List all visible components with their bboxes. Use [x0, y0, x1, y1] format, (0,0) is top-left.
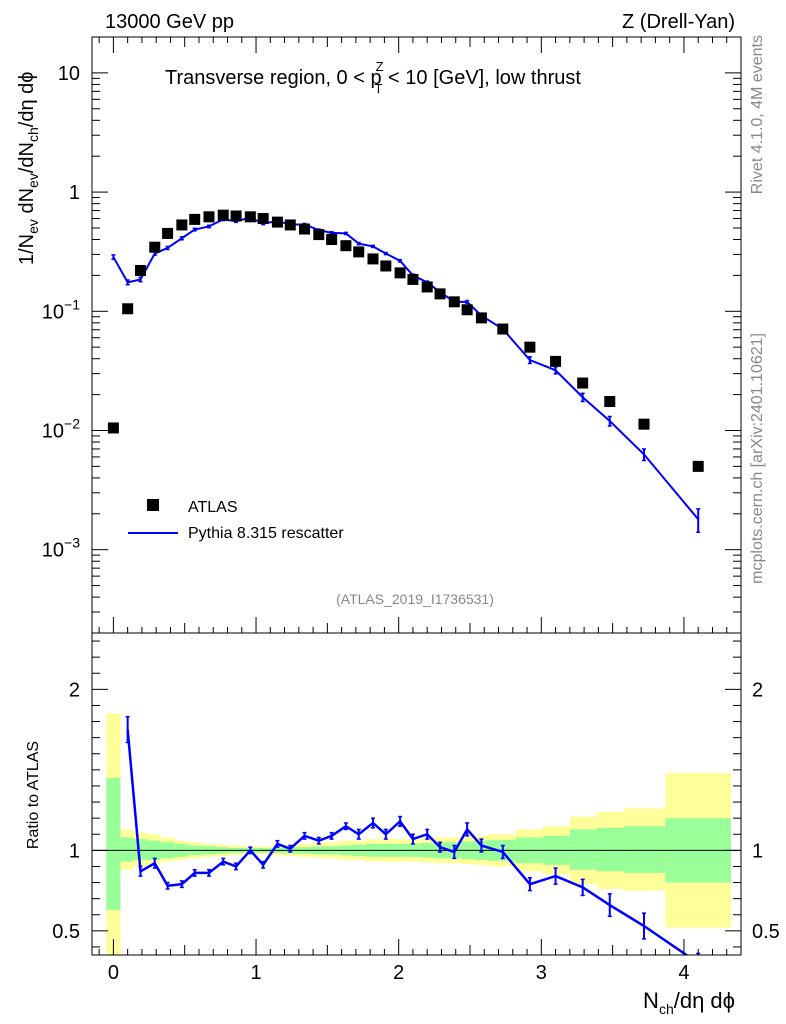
x-axis-label: Nch/dη dϕ	[643, 988, 735, 1017]
main-y-tick-labels: 10 1 10−1 10−2 10−3	[42, 63, 80, 562]
header-right: Z (Drell-Yan)	[622, 11, 735, 33]
data-point	[299, 223, 311, 235]
analysis-id: (ATLAS_2019_I1736531)	[336, 591, 494, 607]
data-point	[107, 422, 119, 434]
data-point	[134, 264, 146, 276]
main-frame	[91, 36, 742, 634]
data-series	[107, 209, 704, 472]
y-tick-label: 1	[69, 182, 80, 204]
data-point	[313, 229, 325, 241]
data-point	[203, 211, 215, 223]
ratio-green-band	[106, 777, 121, 910]
data-point	[524, 341, 536, 353]
ratio-tick-label-right: 1	[752, 840, 763, 862]
data-point	[230, 210, 242, 222]
data-point	[162, 227, 174, 239]
data-point	[475, 312, 487, 324]
ratio-frame	[91, 632, 742, 956]
data-point	[271, 216, 283, 228]
y-tick-label: 10−3	[42, 535, 80, 562]
x-tick-label: 3	[536, 962, 547, 984]
data-point	[217, 209, 229, 221]
data-point	[244, 211, 256, 223]
data-point	[149, 241, 161, 253]
ratio-panel: 2 2 1 1 0.5 0.5 0 1 2 3 4 Ratio to ATLAS Nch/dη d…	[25, 632, 780, 1017]
mcplots-label: mcplots.cern.ch [arXiv:2401.10621]	[749, 333, 766, 584]
mc-series	[111, 215, 701, 534]
y-axis-label: 1/Nev dNev/dNch/dη dϕ	[16, 72, 41, 265]
data-point	[421, 281, 433, 293]
ratio-tick-label-left: 2	[69, 679, 80, 701]
data-point	[550, 355, 562, 367]
y-tick-label: 10−1	[42, 296, 80, 323]
ratio-tick-label-left: 0.5	[52, 921, 80, 943]
data-point	[189, 213, 201, 225]
data-point	[122, 303, 134, 315]
ratio-series	[125, 715, 701, 955]
ratio-y-label: Ratio to ATLAS	[25, 741, 42, 849]
data-point	[380, 260, 392, 272]
ratio-green-band	[596, 827, 625, 872]
data-point	[638, 418, 650, 430]
data-point	[497, 323, 509, 335]
x-tick-label: 0	[108, 962, 119, 984]
legend: ATLAS Pythia 8.315 rescatter	[128, 499, 344, 542]
ratio-green-band	[569, 829, 597, 870]
ratio-line	[126, 729, 689, 955]
ratio-green-band	[133, 839, 148, 861]
data-point	[353, 246, 365, 258]
legend-mc-label: Pythia 8.315 rescatter	[188, 525, 344, 542]
x-tick-label: 1	[250, 962, 261, 984]
legend-data-label: ATLAS	[188, 499, 238, 516]
ratio-ticks	[92, 640, 741, 955]
title-sub: T	[375, 81, 383, 96]
x-tick-label: 4	[678, 962, 689, 984]
plot-title: Transverse region, 0 < pZ T < 10 [GeV], l…	[165, 59, 581, 96]
main-panel: 10 1 10−1 10−2 10−3 Transverse region, 0 < p…	[16, 36, 742, 634]
ratio-tick-label-right: 0.5	[752, 921, 780, 943]
title-post: < 10 [GeV], low thrust	[383, 67, 582, 89]
data-point	[461, 304, 473, 316]
data-point	[394, 267, 406, 279]
title-pre: Transverse region, 0 < p	[165, 67, 382, 89]
data-point	[604, 396, 616, 408]
ratio-tick-labels: 2 2 1 1 0.5 0.5	[52, 679, 780, 943]
data-point	[340, 240, 352, 252]
ratio-tick-label-left: 1	[69, 840, 80, 862]
data-point	[577, 377, 589, 389]
data-point	[257, 213, 269, 225]
x-tick-labels: 0 1 2 3 4	[108, 962, 690, 984]
data-point	[326, 234, 338, 246]
y-tick-label: 10	[58, 63, 80, 85]
data-point	[434, 288, 446, 300]
legend-data-marker	[147, 499, 159, 511]
title-sup: Z	[376, 59, 384, 74]
data-point	[448, 296, 460, 308]
data-point	[367, 253, 379, 265]
header-left: 13000 GeV pp	[105, 11, 234, 33]
ratio-green-band	[120, 837, 134, 862]
mc-line	[112, 216, 699, 520]
data-point	[692, 460, 704, 472]
data-point	[176, 219, 188, 231]
ratio-tick-label-right: 2	[752, 679, 763, 701]
rivet-label: Rivet 4.1.0, 4M events	[749, 35, 766, 194]
ratio-green-band	[624, 826, 666, 873]
y-tick-label: 10−2	[42, 415, 80, 442]
data-point	[407, 273, 419, 285]
x-tick-label: 2	[393, 962, 404, 984]
data-point	[284, 219, 296, 231]
main-ticks	[92, 36, 741, 634]
